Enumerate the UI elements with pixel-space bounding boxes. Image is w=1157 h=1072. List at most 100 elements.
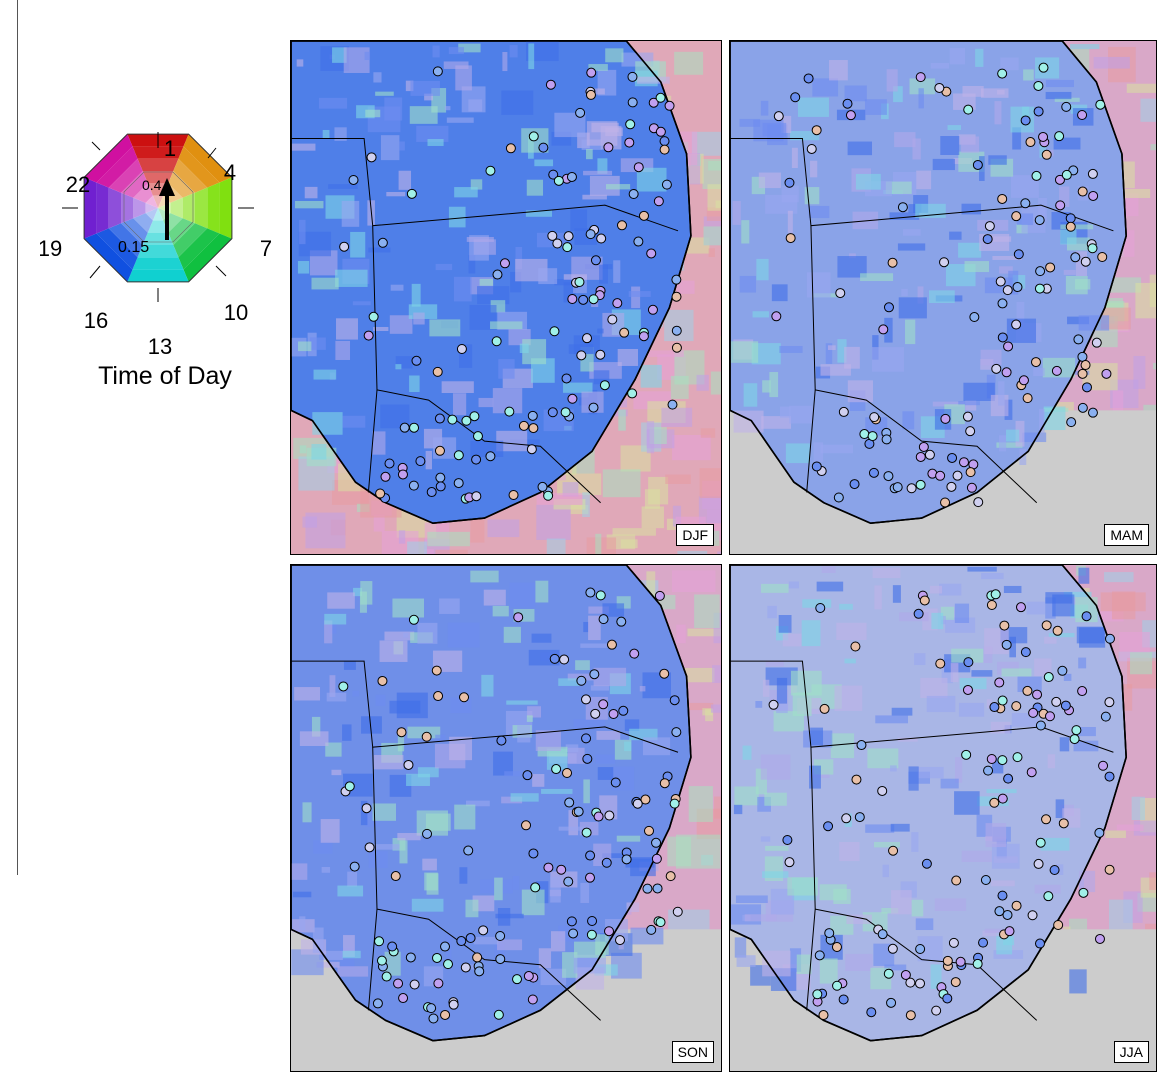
station-marker [998,194,1007,203]
station-marker [1061,701,1070,710]
station-marker [404,760,413,769]
station-marker [591,709,600,718]
station-marker [457,937,466,946]
station-marker [461,963,470,972]
station-marker [906,1011,915,1020]
station-marker [1056,201,1065,210]
station-marker [433,953,442,962]
station-marker [562,374,571,383]
station-marker [399,994,408,1003]
station-marker [423,829,432,838]
station-marker [672,326,681,335]
station-marker [653,884,662,893]
station-marker [887,998,896,1007]
station-marker [991,590,1000,599]
station-marker [441,942,450,951]
station-marker [901,970,910,979]
station-marker [416,457,425,466]
station-marker [349,175,358,184]
station-marker [656,918,665,927]
station-marker [656,93,665,102]
station-marker [497,736,506,745]
station-marker [1004,774,1013,783]
station-marker [812,462,821,471]
station-marker [956,957,965,966]
station-marker [953,471,962,480]
station-marker [1039,132,1048,141]
station-marker [998,299,1007,308]
station-marker [987,601,996,610]
station-marker [1078,352,1087,361]
station-marker [622,855,631,864]
station-marker [378,238,387,247]
station-marker [1052,697,1061,706]
station-marker [538,482,547,491]
station-marker [620,328,629,337]
station-marker [519,421,528,430]
hour-label-7: 7 [260,236,272,261]
station-marker [432,666,441,675]
station-marker [475,967,484,976]
station-marker [605,811,614,820]
station-marker [1066,222,1075,231]
station-marker [563,243,572,252]
station-marker [1004,342,1013,351]
station-marker [494,1010,503,1019]
hour-label-13: 13 [148,334,172,359]
station-marker [672,275,681,284]
station-marker [889,846,898,855]
station-marker [1016,603,1025,612]
station-marker [531,883,540,892]
station-marker [400,423,409,432]
station-marker [964,105,973,114]
station-marker [410,980,419,989]
station-marker [654,197,663,206]
station-marker [1044,892,1053,901]
station-marker [589,295,598,304]
station-marker [1066,214,1075,223]
station-marker [846,111,855,120]
station-marker [568,295,577,304]
station-marker [444,960,453,969]
station-marker [433,67,442,76]
station-marker [441,1010,450,1019]
station-marker [569,929,578,938]
station-marker [628,98,637,107]
station-marker [457,344,466,353]
station-marker [599,615,608,624]
station-marker [1013,283,1022,292]
station-marker [919,442,928,451]
hour-label-16: 16 [84,308,108,333]
station-marker [639,211,648,220]
station-marker [373,999,382,1008]
station-marker [643,884,652,893]
station-marker [565,798,574,807]
station-marker [1059,819,1068,828]
station-marker [1021,116,1030,125]
station-marker [633,799,642,808]
station-marker [634,163,643,172]
station-marker [433,367,442,376]
station-marker [1078,369,1087,378]
station-marker [990,703,999,712]
station-marker [388,942,397,951]
station-marker [466,934,475,943]
station-marker [665,101,674,110]
station-marker [630,649,639,658]
station-marker [473,953,482,962]
station-marker [816,604,825,613]
station-marker [436,482,445,491]
station-marker [785,178,794,187]
station-marker [1074,335,1083,344]
station-marker [820,704,829,713]
station-marker [599,700,608,709]
station-marker [832,942,841,951]
station-marker [1082,383,1091,392]
station-marker [1067,418,1076,427]
station-marker [596,350,605,359]
station-marker [1027,768,1036,777]
station-marker [878,930,887,939]
station-marker [963,685,972,694]
